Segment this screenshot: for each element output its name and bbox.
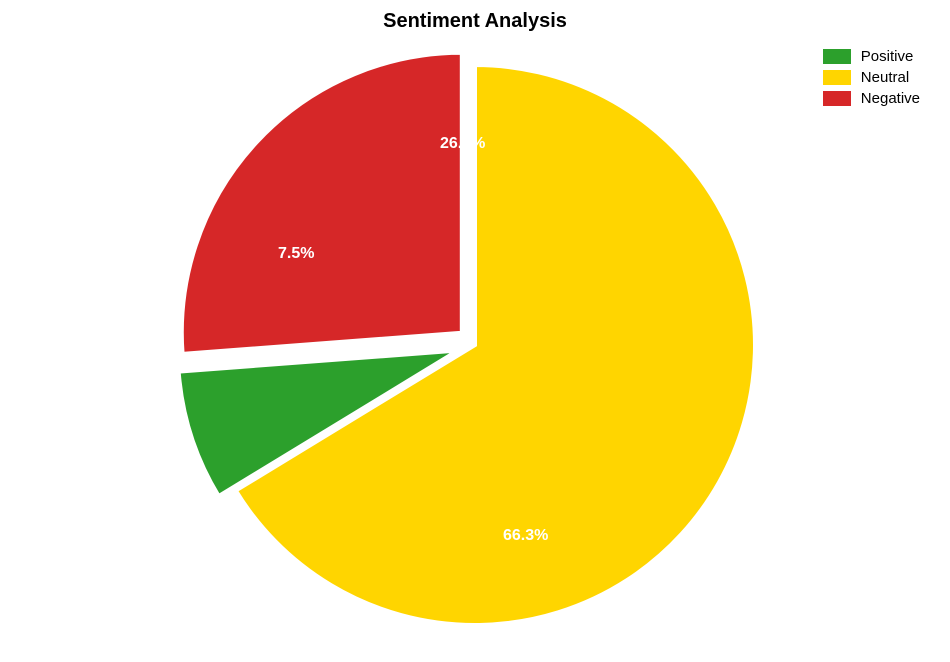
pie-slice-negative (182, 53, 462, 354)
legend-item-negative: Negative (823, 90, 920, 107)
legend-swatch (823, 49, 851, 64)
legend: Positive Neutral Negative (823, 48, 920, 111)
legend-label: Positive (861, 48, 914, 65)
slice-label-neutral: 66.3% (503, 527, 548, 545)
legend-item-positive: Positive (823, 48, 920, 65)
chart-title: Sentiment Analysis (383, 10, 567, 33)
legend-swatch (823, 70, 851, 85)
pie-chart (130, 40, 820, 650)
slice-label-positive: 7.5% (278, 245, 314, 263)
slice-label-negative: 26.2% (440, 135, 485, 153)
legend-item-neutral: Neutral (823, 69, 920, 86)
legend-label: Neutral (861, 69, 909, 86)
legend-label: Negative (861, 90, 920, 107)
legend-swatch (823, 91, 851, 106)
